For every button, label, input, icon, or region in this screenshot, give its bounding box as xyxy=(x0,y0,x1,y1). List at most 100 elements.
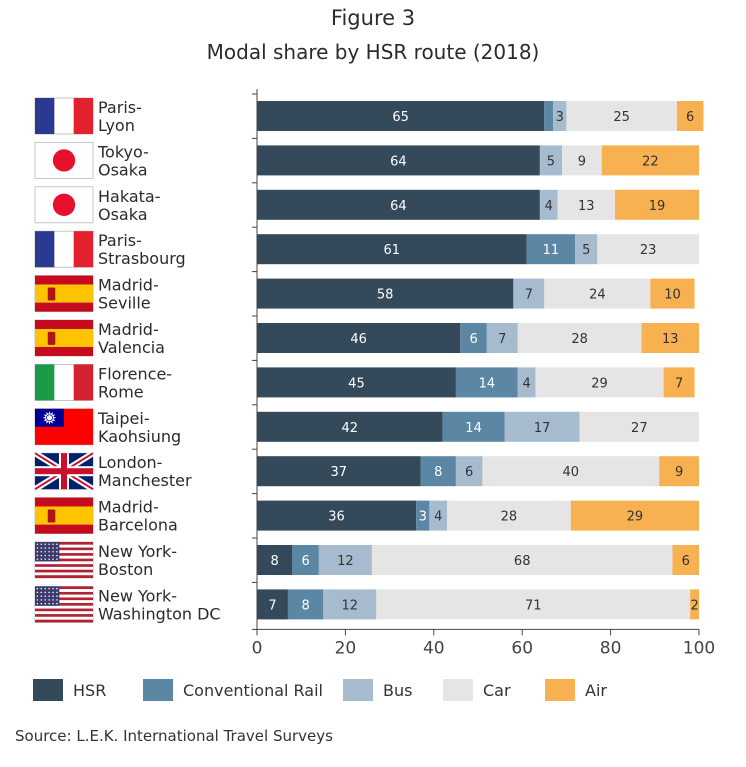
flag-yellow-band xyxy=(35,506,93,525)
flag-star xyxy=(52,599,54,601)
flag-star xyxy=(40,599,43,601)
bar-segment xyxy=(376,589,691,620)
flag-japan-icon xyxy=(34,141,94,179)
bar-segment xyxy=(257,500,417,531)
flag-stripe xyxy=(35,614,93,617)
flag-star xyxy=(56,599,58,601)
flag-yellow-band xyxy=(35,284,93,303)
data-label: 37 xyxy=(330,465,347,480)
flag-star xyxy=(36,547,39,549)
bar-segment xyxy=(257,234,527,265)
route-label-line1: New York- xyxy=(98,542,177,561)
flag-star xyxy=(44,587,46,590)
data-label: 12 xyxy=(337,554,354,569)
flag-red-band xyxy=(35,302,93,312)
data-label: 6 xyxy=(682,554,690,569)
data-label: 27 xyxy=(631,421,648,436)
bar-segment xyxy=(561,145,602,176)
flag-star xyxy=(36,595,39,597)
flag-coat-of-arms xyxy=(47,509,56,523)
flag-stripe xyxy=(35,608,93,612)
route-label-line2: Valencia xyxy=(98,338,165,357)
bar-segment xyxy=(257,323,461,353)
flag-stripe xyxy=(35,558,93,562)
bar-segment xyxy=(676,101,704,131)
legend-swatch xyxy=(545,679,575,701)
data-label: 46 xyxy=(350,332,367,347)
flag-star xyxy=(40,587,43,590)
route-label-line2: Seville xyxy=(98,294,151,313)
data-label: 29 xyxy=(627,510,644,525)
flag-star xyxy=(40,558,43,560)
legend-item: Car xyxy=(443,679,511,701)
data-label: 9 xyxy=(675,465,683,480)
flag-star xyxy=(36,550,39,553)
flag-star xyxy=(36,591,39,594)
bar-segment xyxy=(429,500,448,531)
route-label-line2: Osaka xyxy=(98,205,148,224)
flag-star xyxy=(40,554,43,557)
bar-segment xyxy=(579,411,699,442)
flag-stripe xyxy=(35,564,93,567)
data-label: 8 xyxy=(271,554,279,569)
flag-star xyxy=(40,543,43,545)
bar-segment xyxy=(416,500,430,531)
flag-star xyxy=(36,599,39,601)
flag-stripe xyxy=(35,589,93,592)
flag-green-band xyxy=(35,364,55,401)
figure-label: Figure 3 xyxy=(330,6,416,30)
flag-canton xyxy=(35,542,60,562)
flag-star xyxy=(52,591,54,594)
legend-swatch xyxy=(343,679,373,701)
bar-segment xyxy=(257,589,288,620)
data-label: 7 xyxy=(675,376,683,391)
data-label: 22 xyxy=(642,154,659,169)
route-label-line1: New York- xyxy=(98,586,177,605)
data-label: 4 xyxy=(434,510,442,525)
bar-segment xyxy=(257,367,456,398)
bar-segment xyxy=(257,411,443,442)
flag-stripe xyxy=(35,594,93,598)
flag-star xyxy=(44,599,46,601)
flag-coat-of-arms xyxy=(47,331,56,345)
data-label: 17 xyxy=(534,421,551,436)
flags-layer xyxy=(33,97,95,623)
flag-blue-band xyxy=(35,231,55,268)
bar-segment xyxy=(257,145,540,176)
flag-star xyxy=(48,550,50,553)
route-label-line1: Madrid- xyxy=(98,276,159,295)
bar-segment xyxy=(672,545,699,575)
flag-sun-disc xyxy=(52,193,76,216)
flag-spain-icon xyxy=(34,319,94,357)
bar-segment xyxy=(539,189,558,220)
data-label: 24 xyxy=(589,288,606,303)
flag-star xyxy=(48,591,50,594)
data-label: 4 xyxy=(522,376,530,391)
flag-spain-icon xyxy=(34,275,94,313)
legend-label: HSR xyxy=(73,681,106,700)
legend-label: Car xyxy=(483,681,511,700)
flag-stripe xyxy=(35,542,93,545)
flag-star xyxy=(56,602,58,605)
flag-star xyxy=(48,599,50,601)
data-label: 29 xyxy=(591,376,608,391)
flag-star xyxy=(56,595,58,597)
bar-segment xyxy=(257,101,545,131)
flag-star xyxy=(36,558,39,560)
flag-star xyxy=(48,554,50,557)
flag-stripe xyxy=(35,555,93,559)
flag-red-band xyxy=(73,98,93,134)
flag-star xyxy=(40,602,43,605)
source-note: Source: L.E.K. International Travel Surv… xyxy=(15,727,333,745)
data-label: 9 xyxy=(578,154,586,169)
legend-item: Conventional Rail xyxy=(143,679,323,701)
flag-star xyxy=(48,558,50,560)
bar-segment xyxy=(557,189,616,220)
flag-japan-icon xyxy=(34,186,94,224)
data-label: 3 xyxy=(419,510,427,525)
data-label: 7 xyxy=(268,598,276,613)
flag-star xyxy=(52,595,54,597)
bar-segment xyxy=(659,456,699,487)
flag-france-icon xyxy=(34,97,94,135)
